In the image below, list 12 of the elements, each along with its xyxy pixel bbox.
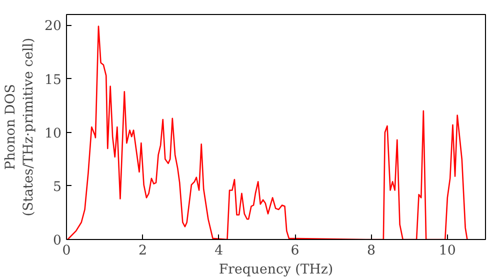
y-tick-label: 20: [44, 19, 62, 34]
x-tick-label: 10: [438, 244, 456, 258]
x-tick-label: 2: [138, 244, 147, 258]
y-tick-label: 15: [44, 72, 62, 88]
y-tick-label: 5: [53, 180, 62, 195]
x-tick-label: 6: [290, 244, 300, 258]
x-tick-label: 8: [366, 244, 376, 258]
x-tick-label: 4: [214, 244, 224, 258]
y-axis-title: Phonon DOS (States/THz·primitive cell): [4, 38, 37, 216]
x-axis-title: Frequency (THz): [218, 262, 334, 278]
y-tick-label: 10: [44, 126, 62, 142]
y-tick-label: 0: [53, 234, 62, 248]
